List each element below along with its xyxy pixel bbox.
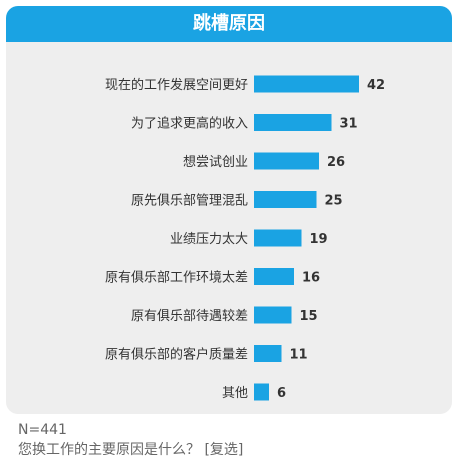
bar (254, 75, 359, 93)
value-label: 6 (277, 386, 286, 401)
bar (254, 268, 294, 285)
value-label: 25 (325, 194, 343, 209)
chart-footer: N=441 您换工作的主要原因是什么？ [复选] (18, 420, 243, 460)
chart-card: 跳槽原因 现在的工作发展空间更好 42 为了追求更高的收入 31 想尝试创业 26 原先俱乐… (6, 6, 452, 414)
bar (254, 345, 282, 362)
category-label: 为了追求更高的收入 (131, 116, 248, 132)
sample-size: N=441 (18, 422, 67, 438)
category-label: 现在的工作发展空间更好 (105, 77, 248, 93)
value-label: 31 (340, 117, 358, 132)
bar (254, 383, 269, 401)
bar (254, 229, 302, 247)
category-label: 原有俱乐部工作环境太差 (105, 271, 248, 286)
category-label: 其他 (222, 386, 248, 401)
bar (254, 306, 292, 324)
survey-question: 您换工作的主要原因是什么？ [复选] (18, 442, 244, 458)
value-label: 26 (327, 155, 345, 170)
bar (254, 152, 319, 170)
value-label: 15 (300, 309, 318, 324)
value-label: 11 (290, 348, 308, 363)
value-label: 42 (367, 78, 385, 93)
category-label: 想尝试创业 (183, 154, 248, 170)
category-label: 原先俱乐部管理混乱 (131, 194, 248, 209)
bar (254, 114, 332, 131)
value-label: 19 (310, 232, 328, 247)
category-label: 原有俱乐部的客户质量差 (105, 347, 248, 363)
bar-chart: 现在的工作发展空间更好 42 为了追求更高的收入 31 想尝试创业 26 原先俱乐部管理混乱… (105, 75, 385, 401)
chart-title: 跳槽原因 (6, 6, 452, 42)
bar (254, 191, 317, 208)
category-label: 业绩压力太大 (170, 232, 248, 247)
category-label: 原有俱乐部待遇较差 (131, 309, 248, 324)
value-label: 16 (302, 271, 320, 286)
